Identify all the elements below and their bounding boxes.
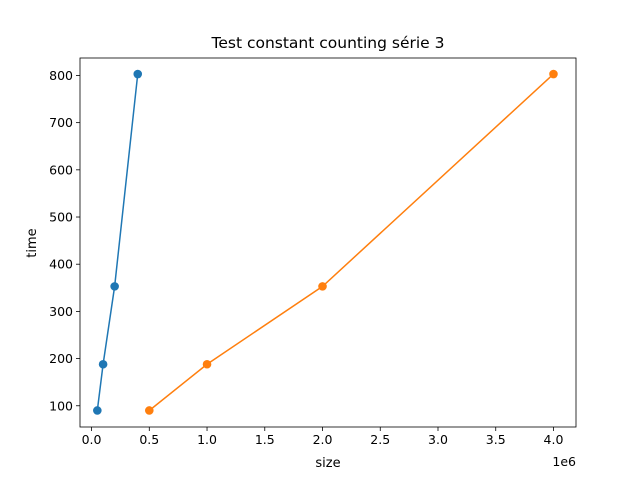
plot-area [79,57,577,428]
x-tick-label: 3.5 [486,432,506,447]
y-tick-label: 800 [49,68,73,83]
x-tick-label: 0.0 [82,432,102,447]
x-tick-label: 3.0 [428,432,448,447]
y-tick-label: 700 [49,115,73,130]
x-tick-label: 1.5 [255,432,275,447]
series-1-point [93,406,102,415]
series-2-line [148,73,554,412]
y-axis-label: time [25,228,40,257]
y-tick-label: 500 [49,210,73,225]
series-1-line [96,73,139,411]
x-tick-label: 2.5 [370,432,390,447]
series-1-point [110,282,119,291]
axes-frame [79,57,577,428]
series-layer [93,69,558,415]
y-tick-label: 100 [49,398,73,413]
x-axis-label: size [315,456,340,471]
x-axis-offset-label: 1e6 [552,454,576,469]
y-tick-label: 300 [49,304,73,319]
x-tick-label: 4.0 [544,432,564,447]
series-1-point [133,69,143,79]
y-tick-label: 600 [49,162,73,177]
y-axis: 100 200 300 400 500 600 700 800 [49,68,80,413]
series-1-point [98,359,108,369]
series-2-point [144,406,154,415]
x-axis: 0.0 0.5 1.0 1.5 2.0 2.5 3.0 3.5 4.0 [82,427,564,447]
y-tick-label: 400 [49,257,73,272]
chart-title: Test constant counting série 3 [211,34,445,52]
y-tick-label: 200 [49,351,73,366]
series-2-point [318,282,327,291]
x-tick-label: 1.0 [197,432,217,447]
x-tick-label: 2.0 [313,432,333,447]
series-2-point [202,359,212,369]
x-tick-label: 0.5 [139,432,159,447]
series-2-point [549,69,558,79]
